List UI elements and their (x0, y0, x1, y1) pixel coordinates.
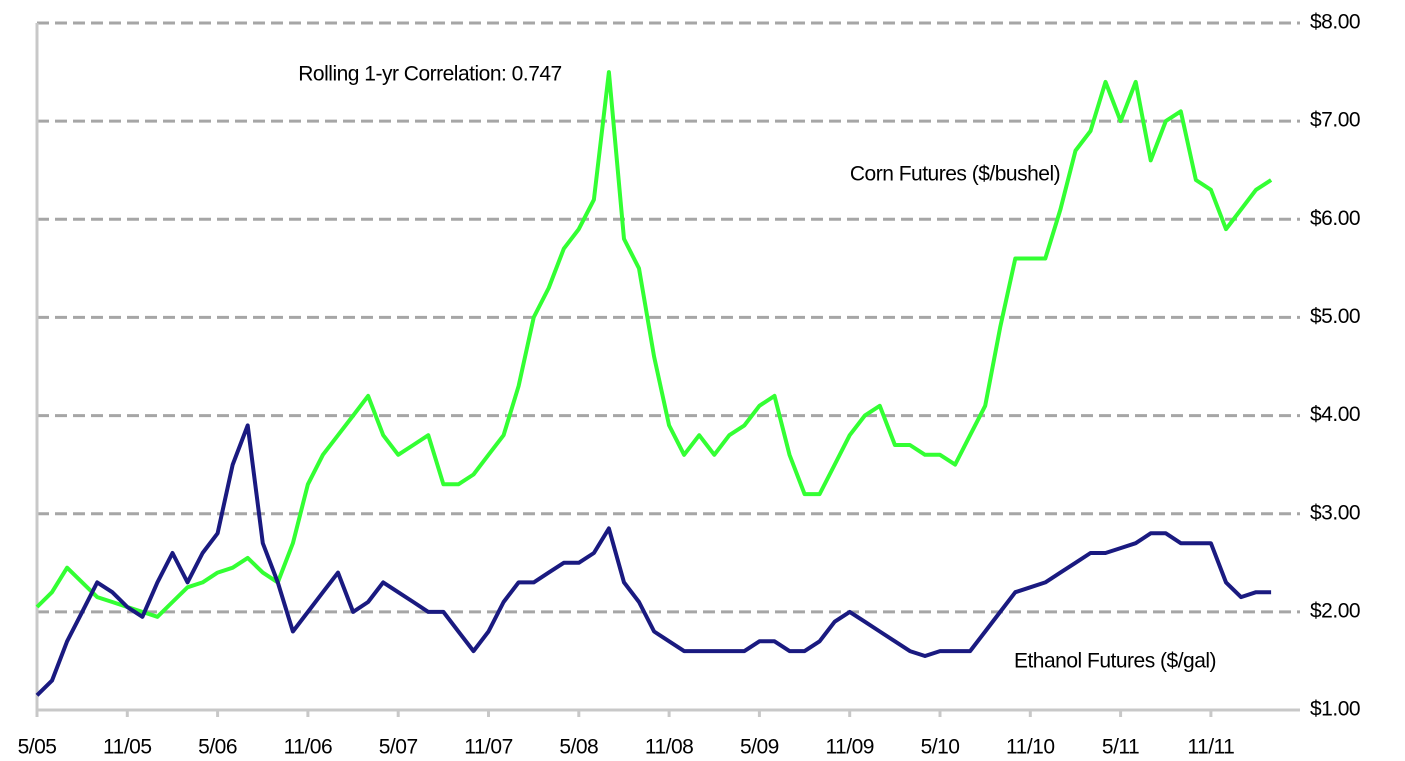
y-tick-label: $1.00 (1310, 698, 1360, 721)
y-tick-label: $5.00 (1310, 305, 1360, 328)
x-tick-label: 5/09 (740, 736, 779, 759)
y-tick-label: $7.00 (1310, 109, 1360, 132)
x-tick-label: 11/06 (284, 736, 333, 759)
series-line (35, 423, 1272, 697)
x-tick-label: 5/07 (379, 736, 418, 759)
x-tick-label: 5/06 (198, 736, 237, 759)
x-tick-label: 11/05 (103, 736, 152, 759)
y-tick-label: $8.00 (1310, 11, 1360, 34)
x-tick-label: 5/11 (1102, 736, 1139, 759)
x-tick-label: 11/07 (464, 736, 513, 759)
y-tick-label: $2.00 (1310, 599, 1360, 622)
x-tick-label: 11/11 (1187, 736, 1234, 759)
x-tick-label: 11/09 (825, 736, 874, 759)
y-tick-label: $4.00 (1310, 403, 1360, 426)
x-tick-label: 11/10 (1006, 736, 1055, 759)
series-label: Corn Futures ($/bushel) (850, 163, 1060, 186)
x-tick-label: 5/08 (559, 736, 598, 759)
x-tick-label: 11/08 (645, 736, 694, 759)
x-tick-label: 5/05 (18, 736, 57, 759)
annotation: Rolling 1-yr Correlation: 0.747 (298, 63, 561, 86)
x-tick-label: 5/10 (921, 736, 960, 759)
series-label: Ethanol Futures ($/gal) (1014, 650, 1216, 673)
y-tick-label: $3.00 (1310, 501, 1360, 524)
series-line (35, 70, 1273, 619)
y-tick-label: $6.00 (1310, 207, 1360, 230)
